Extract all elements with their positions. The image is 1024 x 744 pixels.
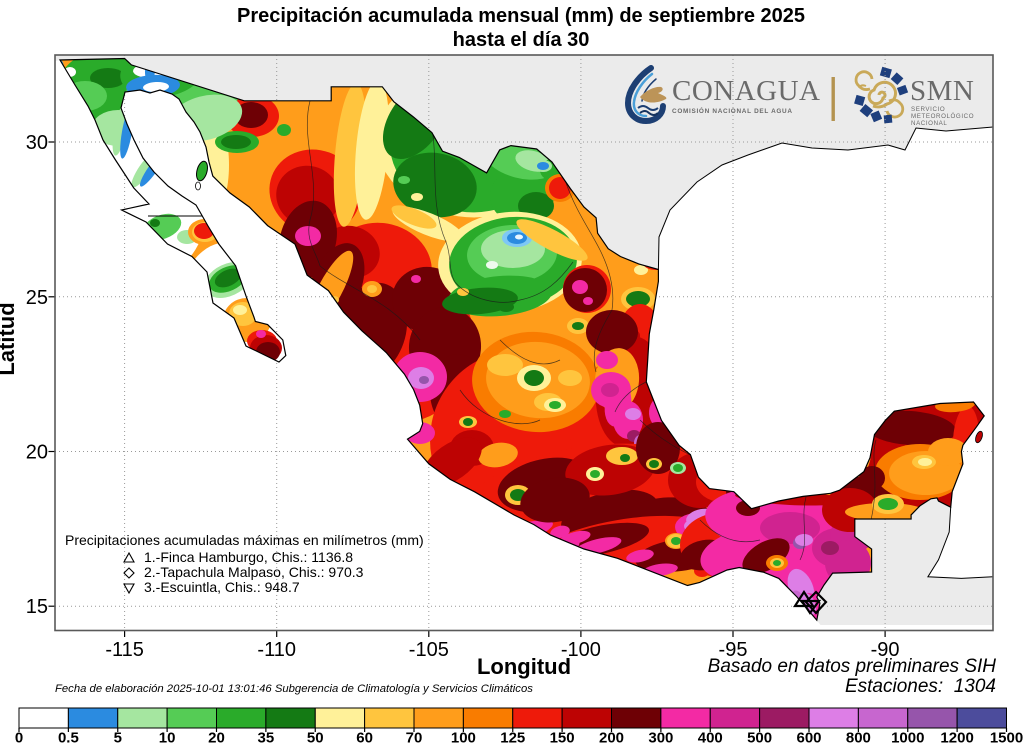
svg-text:Estaciones: 1304: Estaciones: 1304 (845, 676, 996, 697)
svg-text:SERVICIO: SERVICIO (911, 106, 945, 113)
svg-text:35: 35 (258, 730, 275, 744)
svg-text:15: 15 (26, 596, 48, 618)
svg-text:3.-Escuintla, Chis.: 948.7: 3.-Escuintla, Chis.: 948.7 (144, 579, 300, 595)
svg-text:20: 20 (208, 730, 225, 744)
svg-text:300: 300 (648, 730, 673, 744)
svg-text:Precipitaciones acumuladas máx: Precipitaciones acumuladas máximas en mi… (65, 532, 424, 548)
svg-text:Basado en datos preliminares S: Basado en datos preliminares SIH (708, 656, 997, 677)
svg-text:COMISIÓN NACIONAL DEL AGUA: COMISIÓN NACIONAL DEL AGUA (672, 106, 793, 115)
svg-text:-90: -90 (871, 639, 900, 661)
svg-text:125: 125 (500, 730, 525, 744)
svg-text:5: 5 (114, 730, 122, 744)
svg-text:CONAGUA: CONAGUA (672, 75, 821, 107)
svg-text:-100: -100 (561, 639, 601, 661)
svg-text:SMN: SMN (910, 75, 974, 107)
svg-text:0: 0 (15, 730, 23, 744)
svg-text:1.-Finca Hamburgo, Chis.: 1136: 1.-Finca Hamburgo, Chis.: 1136.8 (144, 549, 353, 565)
svg-text:60: 60 (356, 730, 373, 744)
svg-text:0.5: 0.5 (58, 730, 79, 744)
svg-text:1500: 1500 (990, 730, 1023, 744)
svg-text:25: 25 (26, 287, 48, 309)
svg-text:Fecha de elaboración 2025-10-0: Fecha de elaboración 2025-10-01 13:01:46… (55, 683, 533, 695)
svg-text:70: 70 (406, 730, 423, 744)
svg-text:500: 500 (747, 730, 772, 744)
svg-text:200: 200 (599, 730, 624, 744)
svg-text:-105: -105 (409, 639, 449, 661)
svg-text:METEOROLÓGICO: METEOROLÓGICO (911, 113, 974, 120)
svg-text:50: 50 (307, 730, 324, 744)
svg-text:Longitud: Longitud (477, 654, 571, 679)
svg-text:hasta el día 30: hasta el día 30 (453, 29, 590, 51)
svg-text:10: 10 (159, 730, 176, 744)
svg-text:1200: 1200 (940, 730, 973, 744)
svg-text:30: 30 (26, 132, 48, 154)
svg-text:2.-Tapachula Malpaso, Chis.: 9: 2.-Tapachula Malpaso, Chis.: 970.3 (144, 564, 364, 580)
svg-text:150: 150 (550, 730, 575, 744)
svg-text:1000: 1000 (891, 730, 924, 744)
svg-text:600: 600 (796, 730, 821, 744)
svg-text:800: 800 (846, 730, 871, 744)
svg-text:NACIONAL: NACIONAL (911, 120, 947, 127)
svg-text:100: 100 (451, 730, 476, 744)
svg-text:-115: -115 (105, 639, 144, 661)
svg-text:-95: -95 (719, 639, 748, 661)
svg-text:Precipitación acumulada mensua: Precipitación acumulada mensual (mm) de … (237, 5, 805, 27)
svg-text:-110: -110 (257, 639, 296, 661)
svg-text:400: 400 (698, 730, 723, 744)
svg-text:Latitud: Latitud (0, 302, 19, 375)
svg-text:20: 20 (26, 442, 48, 464)
